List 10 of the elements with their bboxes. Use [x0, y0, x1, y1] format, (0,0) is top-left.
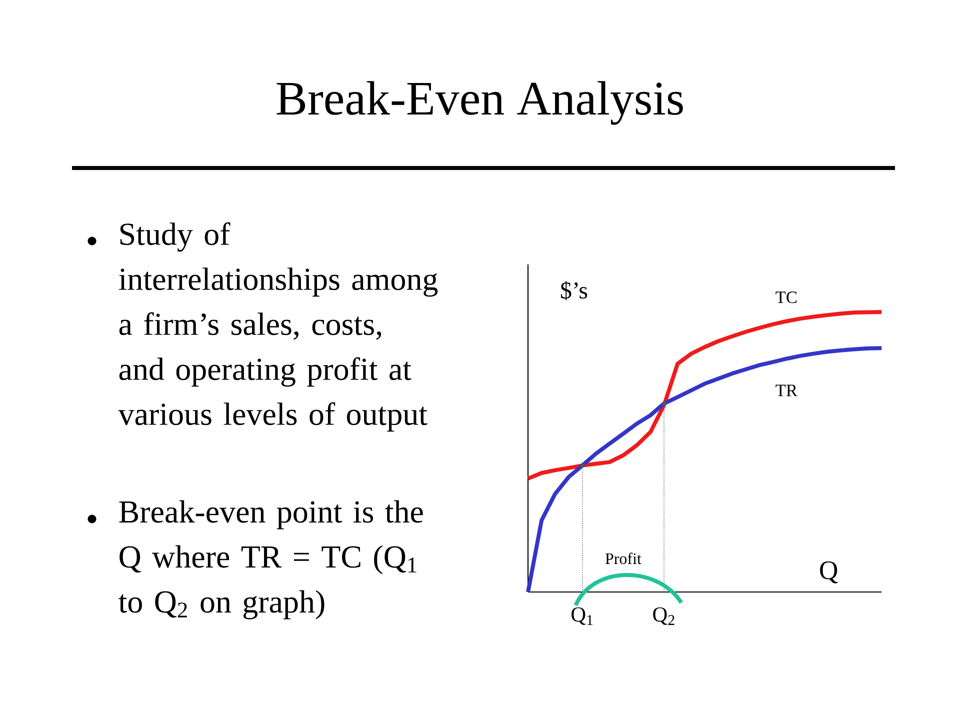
text: Study of interrelationships among a firm’s sales, costs, and operating profit at various levels of output — [118, 222, 438, 432]
annotation: Profit — [605, 552, 642, 564]
chart-title: Break-Even Analysis — [276, 81, 683, 125]
x-axis-title: Q — [820, 561, 838, 584]
text: Break-even point is the Q where TR = TC (Q$_{1}$ to Q$_{2}$ on graph) — [118, 500, 423, 620]
y-axis-title: $’s — [560, 280, 588, 300]
series-label: TR — [776, 384, 798, 396]
series-label: TC — [776, 292, 797, 304]
x-tick-label: Q$_{2}$ — [653, 607, 674, 625]
x-tick-label: Q$_{1}$ — [572, 607, 593, 625]
